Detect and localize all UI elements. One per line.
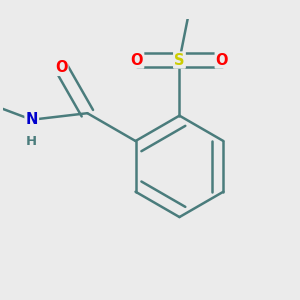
Text: S: S (174, 52, 185, 68)
Text: N: N (26, 112, 38, 127)
Text: O: O (55, 60, 68, 75)
Text: H: H (26, 134, 37, 148)
Text: O: O (216, 52, 228, 68)
Text: O: O (131, 52, 143, 68)
